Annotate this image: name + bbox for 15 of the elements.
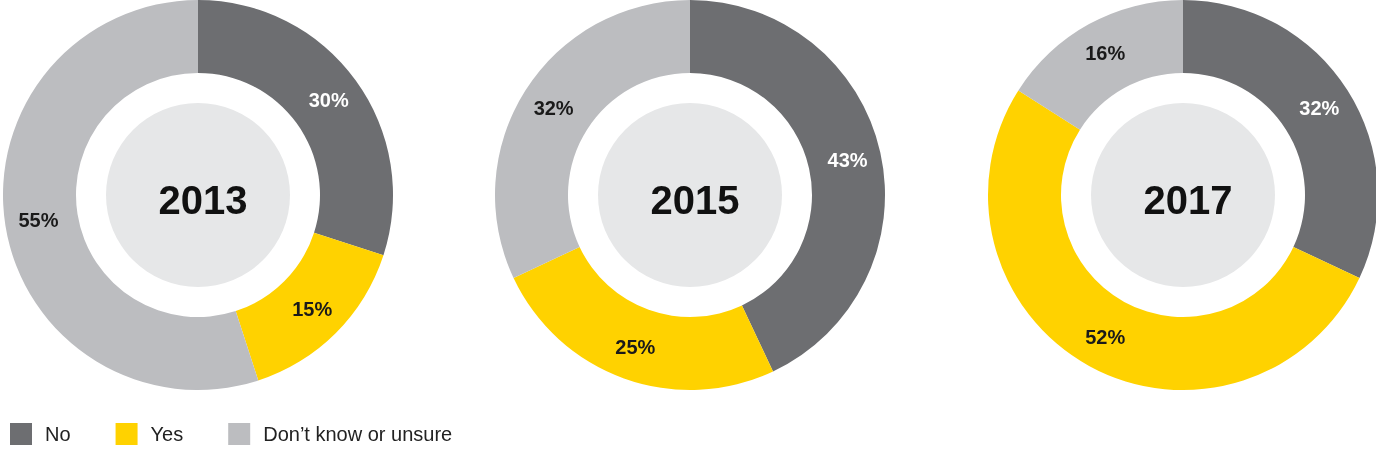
data-label: 30% xyxy=(308,89,349,112)
legend-label: Don’t know or unsure xyxy=(263,423,453,445)
legend-label: No xyxy=(45,423,71,445)
text: 2017 xyxy=(1143,178,1233,222)
data-label: 55% xyxy=(18,209,59,232)
text: 2015 xyxy=(650,178,740,222)
data-label: 25% xyxy=(615,335,656,358)
data-label: 32% xyxy=(533,97,574,120)
data-label: 15% xyxy=(292,298,333,321)
data-label: 32% xyxy=(1299,97,1340,120)
data-label: 52% xyxy=(1085,325,1126,348)
data-label: 43% xyxy=(827,148,868,171)
text: 2013 xyxy=(158,178,248,222)
legend-label: Yes xyxy=(150,423,184,445)
data-label: 16% xyxy=(1085,42,1126,65)
